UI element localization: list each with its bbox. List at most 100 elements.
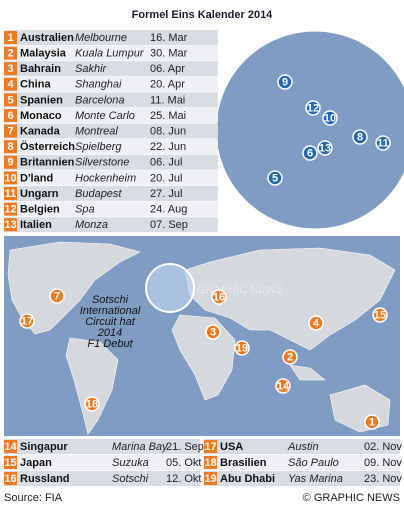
row-bg	[4, 471, 200, 486]
map-marker	[375, 135, 391, 151]
race-country: Monaco	[20, 110, 62, 122]
race-date: 23. Nov	[364, 473, 402, 485]
map-marker	[277, 74, 293, 90]
race-country: Italien	[20, 219, 52, 231]
marker-number: 5	[272, 172, 278, 184]
race-country: Belgien	[20, 204, 60, 216]
marker-number: 17	[21, 315, 33, 327]
number-badge	[4, 187, 17, 200]
row-bg	[4, 201, 218, 217]
title: Formel Eins Kalender 2014	[132, 9, 273, 21]
race-country: Spanien	[20, 94, 63, 106]
map-marker	[275, 378, 291, 394]
row-bg	[4, 139, 218, 155]
row-bg	[4, 108, 218, 123]
race-number: 3	[7, 63, 13, 75]
row-bg	[4, 30, 218, 45]
annotation: F1 Debut	[87, 338, 133, 350]
race-number: 7	[7, 126, 13, 138]
race-city: Marina Bay	[112, 441, 169, 453]
race-city: Spa	[75, 204, 95, 216]
map-marker	[322, 110, 338, 126]
number-badge	[4, 140, 17, 154]
marker-number: 14	[277, 380, 290, 392]
race-number: 12	[4, 204, 16, 216]
number-badge	[204, 472, 217, 485]
race-country: China	[20, 79, 51, 91]
marker-number: 16	[213, 291, 225, 303]
race-country: Japan	[20, 457, 52, 469]
source: Source: FIA	[4, 492, 63, 504]
map-marker	[352, 129, 368, 145]
map-marker	[302, 145, 318, 161]
race-date: 20. Apr	[150, 79, 185, 91]
annotation: Sotschi	[92, 294, 129, 306]
race-number: 11	[5, 188, 17, 200]
marker-number: 13	[319, 142, 331, 154]
race-country: Australien	[20, 32, 74, 44]
number-badge	[4, 93, 17, 107]
race-number: 15	[4, 457, 16, 469]
number-badge	[204, 440, 217, 453]
race-date: 09. Nov	[364, 457, 402, 469]
race-city: Yas Marina	[288, 473, 343, 485]
annotation: Circuit hat	[85, 316, 135, 328]
race-city: Melbourne	[75, 32, 127, 44]
race-number: 5	[7, 94, 13, 106]
marker-number: 8	[357, 131, 363, 143]
number-badge	[4, 31, 17, 44]
europe-inset	[213, 28, 404, 232]
number-badge	[204, 456, 217, 469]
row-bg	[204, 455, 400, 470]
race-date: 06. Jul	[150, 157, 182, 169]
race-city: Spielberg	[75, 141, 122, 153]
race-number: 17	[204, 441, 216, 453]
row-bg	[4, 154, 218, 170]
map-marker	[282, 349, 298, 365]
race-number: 18	[204, 457, 216, 469]
race-date: 20. Jul	[150, 172, 182, 184]
race-date: 16. Mar	[150, 32, 188, 44]
number-badge	[4, 202, 17, 216]
map-marker	[205, 324, 221, 340]
race-date: 07. Sep	[150, 219, 188, 231]
race-number: 6	[7, 110, 13, 122]
number-badge	[4, 155, 17, 169]
marker-number: 18	[86, 398, 98, 410]
map-marker	[267, 170, 283, 186]
number-badge	[4, 472, 17, 485]
race-date: 12. Okt	[166, 473, 201, 485]
annotation: 2014	[97, 327, 122, 339]
race-number: 13	[4, 219, 16, 231]
race-number: 14	[4, 441, 17, 453]
marker-number: 19	[236, 342, 248, 354]
marker-number: 3	[210, 326, 216, 338]
race-country: Brasilien	[220, 457, 267, 469]
race-country: Österreich	[20, 140, 75, 153]
map-marker	[317, 140, 333, 156]
race-country: Ungarn	[20, 188, 59, 200]
race-number: 10	[4, 172, 16, 184]
watermark: GRAPHIC NEWS	[197, 284, 283, 296]
map-marker	[308, 315, 324, 331]
race-date: 22. Jun	[150, 141, 186, 153]
row-bg	[4, 455, 200, 470]
number-badge	[4, 124, 17, 138]
map-marker	[372, 307, 388, 323]
race-city: Kuala Lumpur	[75, 48, 145, 60]
race-country: Kanada	[20, 126, 61, 138]
number-badge	[4, 62, 17, 76]
race-date: 11. Mai	[150, 94, 185, 106]
race-city: Hockenheim	[75, 172, 136, 184]
race-country: Russland	[20, 473, 70, 485]
race-date: 06. Apr	[150, 63, 185, 75]
race-date: 21. Sep	[166, 441, 204, 453]
race-city: Monza	[75, 219, 108, 231]
map-marker	[211, 289, 227, 305]
race-number: 9	[7, 157, 13, 169]
race-city: Barcelona	[75, 94, 125, 106]
marker-number: 4	[313, 317, 320, 329]
row-bg	[4, 186, 218, 201]
number-badge	[4, 109, 17, 122]
